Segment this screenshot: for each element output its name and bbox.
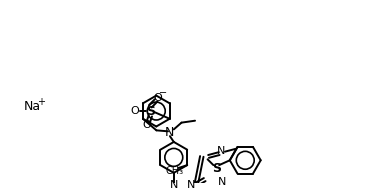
Text: O: O [154,93,162,103]
Text: N: N [170,180,178,190]
Text: N: N [187,180,195,190]
Text: S: S [146,105,155,118]
Text: O: O [131,106,139,116]
Text: +: + [38,97,46,107]
Text: Na: Na [24,100,41,113]
Text: O: O [142,120,151,130]
Text: −: − [159,88,167,98]
Text: CH₃: CH₃ [166,166,184,176]
Text: N: N [217,146,225,156]
Text: S: S [212,162,221,174]
Text: N: N [218,177,226,187]
Text: N: N [165,126,175,139]
